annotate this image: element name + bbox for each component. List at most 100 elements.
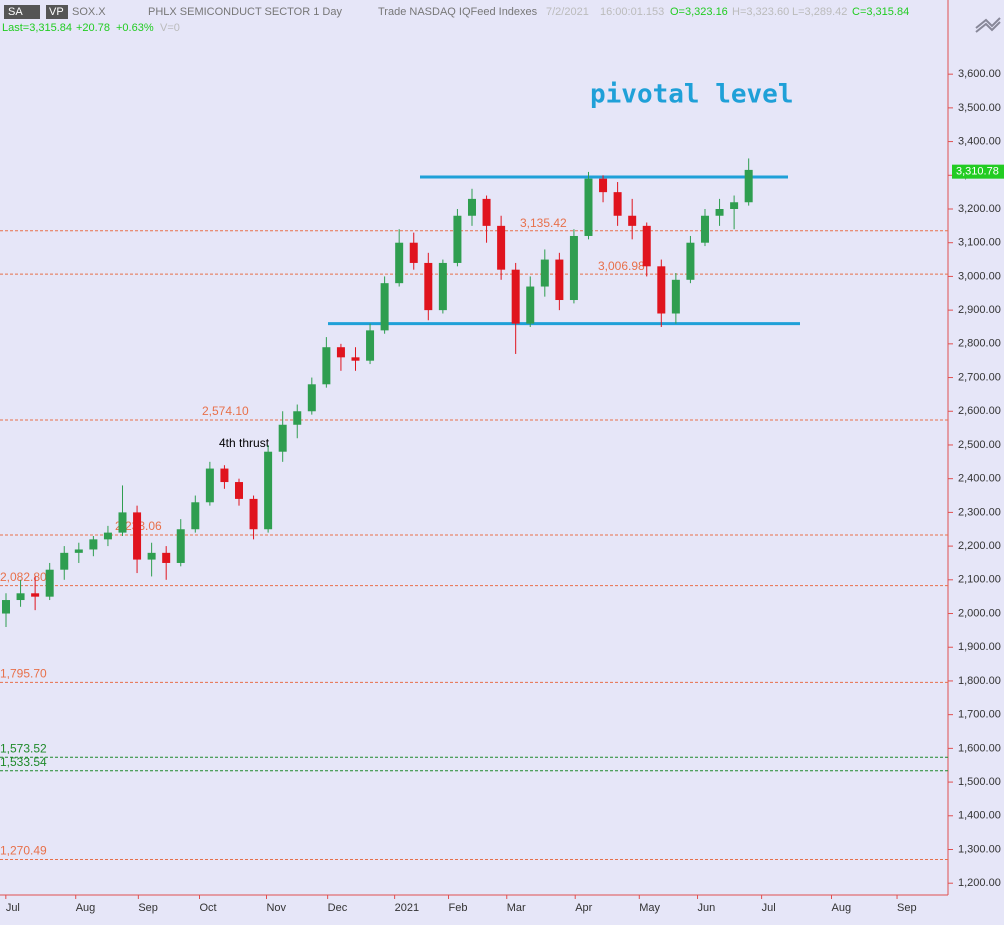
level-label: 1,270.49 [0,844,47,858]
annotation: 4th thrust [219,436,270,450]
y-tick-label: 3,000.00 [958,270,1001,282]
volume: V=0 [160,22,180,34]
y-tick-label: 1,200.00 [958,877,1001,889]
candle-body [453,215,462,263]
candle-body [715,209,724,216]
y-tick-label: 2,400.00 [958,473,1001,485]
y-tick-label: 2,500.00 [958,439,1001,451]
date: 7/2/2021 [546,6,589,18]
candle-body [424,262,433,311]
y-tick-label: 2,900.00 [958,304,1001,316]
sa-box[interactable] [4,5,40,19]
candle-body [671,279,680,314]
level-label: 3,135.42 [520,216,567,230]
level-label: 2,574.10 [202,404,249,418]
candle-body [103,532,112,540]
x-tick-label: Oct [200,902,217,914]
x-tick-label: Apr [575,902,592,914]
y-tick-label: 2,100.00 [958,574,1001,586]
candle-body [380,283,389,331]
candle-body [133,512,142,560]
y-tick-label: 3,500.00 [958,102,1001,114]
x-tick-label: Dec [328,902,348,914]
candle-body [409,242,418,263]
y-tick-label: 3,400.00 [958,135,1001,147]
level-label: 1,533.54 [0,755,47,769]
last-price-box [952,164,1004,179]
level-label: 2,082.80 [0,570,47,584]
level-label: 1,573.52 [0,741,47,755]
candle-body [366,330,375,361]
x-tick-label: Jun [698,902,716,914]
symbol: SOX.X [72,6,106,18]
last: Last=3,315.84 [2,22,72,34]
candle-body [700,215,709,243]
last-price-label: 3,310.78 [956,166,999,178]
y-tick-label: 3,600.00 [958,68,1001,80]
x-tick-label: May [639,902,660,914]
candle-body [744,169,753,203]
candle-body [628,215,637,226]
x-tick-label: 2021 [395,902,419,914]
candle-body [220,468,229,483]
x-tick-label: Aug [76,902,96,914]
candle-body [642,225,651,267]
y-tick-label: 2,800.00 [958,338,1001,350]
candle-body [118,512,127,533]
candle-body [191,502,200,530]
x-tick-label: Jul [6,902,20,914]
candle-body [613,192,622,216]
candle-body [336,347,345,358]
x-tick-label: Sep [897,902,917,914]
candle-body [540,259,549,287]
candle-body [569,235,578,301]
y-tick-label: 1,600.00 [958,742,1001,754]
candle-body [467,198,476,216]
candle-body [16,593,25,601]
x-tick-label: Sep [138,902,158,914]
y-tick-label: 1,400.00 [958,810,1001,822]
candle-body [249,498,258,530]
y-tick-label: 2,200.00 [958,540,1001,552]
low: L=3,289.42 [792,6,847,18]
y-tick-label: 1,800.00 [958,675,1001,687]
annotation: pivotal level [590,80,794,110]
candle-body [307,384,316,412]
candle-body [176,529,185,563]
y-tick-label: 2,600.00 [958,405,1001,417]
candle-body [584,178,593,236]
change-pct: +0.63% [116,22,154,34]
y-tick-label: 1,500.00 [958,776,1001,788]
change: +20.78 [76,22,110,34]
y-tick-label: 1,300.00 [958,843,1001,855]
vp-label[interactable]: VP [49,6,64,18]
x-tick-label: Mar [507,902,526,914]
instrument-name: PHLX SEMICONDUCT SECTOR 1 Day [148,6,342,18]
candle-body [322,347,331,385]
candle-body [351,357,360,361]
level-label: 3,006.98 [598,259,645,273]
candle-body [147,552,156,560]
high: H=3,323.60 [732,6,789,18]
close: C=3,315.84 [852,6,909,18]
feed: Trade NASDAQ IQFeed Indexes [378,6,538,18]
candle-body [264,451,273,530]
candle-body [74,549,83,553]
level-label: 1,795.70 [0,667,47,681]
candle-body [599,178,608,193]
candle-body [234,482,243,499]
candle-body [2,600,10,614]
candle-body [395,242,404,284]
candle-body [31,593,40,597]
sa-label[interactable]: SA [8,6,23,18]
candle-body [730,202,739,210]
time: 16:00:01.153 [600,6,664,18]
y-tick-label: 2,000.00 [958,607,1001,619]
chart-icon[interactable] [975,17,1001,33]
y-tick-label: 2,300.00 [958,506,1001,518]
open: O=3,323.16 [670,6,728,18]
vp-box[interactable] [46,5,68,19]
candle-body [162,552,171,563]
y-tick-label: 3,200.00 [958,203,1001,215]
